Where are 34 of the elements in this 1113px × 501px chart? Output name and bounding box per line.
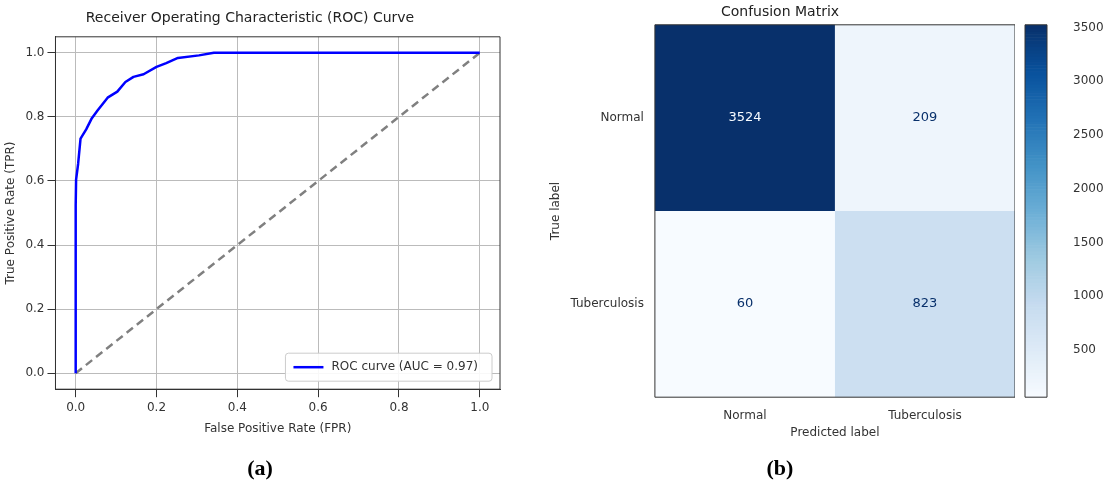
x-tick-label: 0.2 — [146, 399, 167, 414]
x-tick-label: 0.0 — [66, 399, 86, 414]
color-bar-label: 2500 — [1073, 127, 1104, 142]
color-bar-label: 1500 — [1073, 234, 1104, 249]
y-tick-label: 0.6 — [25, 173, 45, 188]
color-bar-label: 2000 — [1073, 180, 1104, 195]
x-tick-label: Normal — [723, 407, 767, 422]
data-label: 3524 — [728, 109, 762, 125]
data-label: 823 — [912, 295, 938, 311]
x-tick-label: Tuberculosis — [887, 407, 962, 422]
y-tick-label: 1.0 — [25, 44, 45, 59]
x-axis-title: False Positive Rate (FPR) — [204, 420, 352, 435]
y-tick-label: 0.2 — [25, 301, 45, 316]
x-tick-label: 0.8 — [389, 399, 409, 414]
x-axis-title: Predicted label — [790, 424, 880, 439]
chart-title: Confusion Matrix — [720, 3, 840, 20]
data-label: 209 — [912, 109, 938, 125]
color-bar-label: 1000 — [1073, 288, 1104, 303]
color-bar-label: 500 — [1073, 342, 1096, 357]
text: (a) — [246, 455, 274, 481]
y-tick-label: 0.4 — [25, 237, 45, 252]
y-tick-label: 0.8 — [25, 109, 45, 124]
color-bar-label: 3500 — [1073, 19, 1104, 34]
y-axis-title: True Positive Rate (TPR) — [3, 141, 18, 286]
y-axis-title: True label — [548, 181, 563, 242]
text: (b) — [765, 455, 795, 481]
x-tick-label: 1.0 — [470, 399, 490, 414]
color-bar-label: 3000 — [1073, 73, 1104, 88]
y-tick-label: 0.0 — [25, 365, 45, 380]
legend-label: ROC curve (AUC = 0.97) — [331, 359, 479, 374]
chart-title: Receiver Operating Characteristic (ROC) Curve — [85, 9, 415, 26]
data-label: 60 — [736, 295, 754, 311]
x-tick-label: 0.6 — [308, 399, 328, 414]
x-tick-label: 0.4 — [227, 399, 247, 414]
